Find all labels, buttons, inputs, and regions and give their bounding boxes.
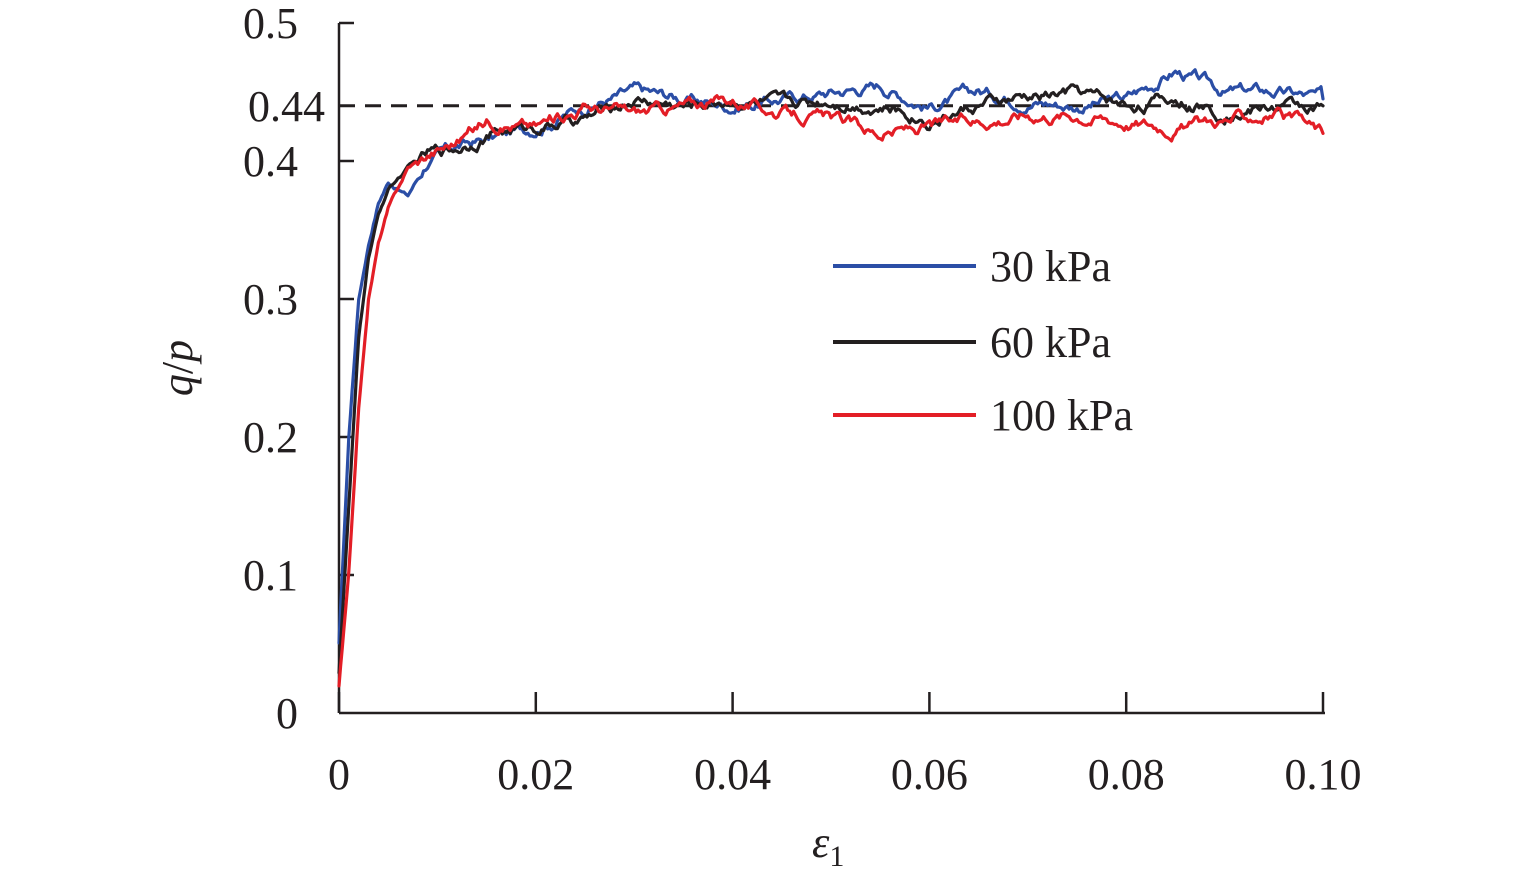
y-tick-label: 0.2 <box>243 413 298 462</box>
x-tick-label: 0.04 <box>694 750 771 799</box>
legend-label-100kpa: 100 kPa <box>990 391 1133 440</box>
y-axis-title: q/p <box>153 340 202 396</box>
axis-tick-labels: 0 0.02 0.04 0.06 0.08 0.10 0 0.1 0.2 0.3 0.4 0.5 <box>243 0 1362 799</box>
x-axis-title-symbol: ε <box>812 818 830 867</box>
x-tick-label: 0 <box>328 750 350 799</box>
series-line-60-kpa <box>337 83 1325 675</box>
legend-label-30kpa: 30 kPa <box>990 242 1111 291</box>
reference-line-label: 0.44 <box>248 82 325 131</box>
x-tick-label: 0.02 <box>497 750 574 799</box>
series-line-100-kpa <box>337 94 1325 688</box>
x-axis-title: ε1 <box>812 818 844 873</box>
legend-label-60kpa: 60 kPa <box>990 318 1111 367</box>
x-axis-title-subscript: 1 <box>829 840 844 873</box>
x-tick-label: 0.10 <box>1285 750 1362 799</box>
legend: 30 kPa 60 kPa 100 kPa <box>833 242 1133 440</box>
y-tick-label: 0.5 <box>243 0 298 48</box>
x-tick-label: 0.08 <box>1088 750 1165 799</box>
y-axis-title-p: p <box>153 340 202 365</box>
axis-ticks <box>337 21 1325 713</box>
series-group <box>337 68 1325 688</box>
x-tick-label: 0.06 <box>891 750 968 799</box>
y-tick-label: 0.3 <box>243 275 298 324</box>
series-line-30-kpa <box>337 68 1325 645</box>
y-axis-title-q: q <box>153 374 202 396</box>
y-tick-label: 0.1 <box>243 551 298 600</box>
y-axis-title-slash: / <box>153 361 202 374</box>
y-tick-label: 0.4 <box>243 137 298 186</box>
y-tick-label: 0 <box>276 689 298 738</box>
